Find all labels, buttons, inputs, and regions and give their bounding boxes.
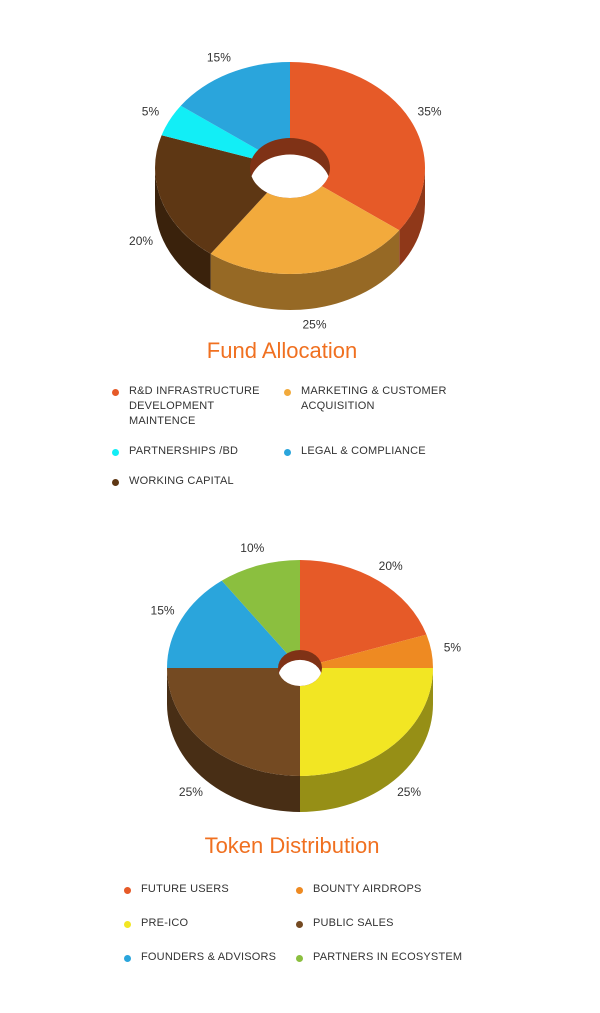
- legend-dot: [112, 389, 119, 396]
- legend-dot: [124, 955, 131, 962]
- legend-label: PUBLIC SALES: [313, 917, 394, 929]
- legend-dot: [124, 887, 131, 894]
- value-label: 15%: [207, 51, 231, 65]
- legend-item: MARKETING & CUSTOMER ACQUISITION: [284, 385, 474, 429]
- legend-dot: [284, 449, 291, 456]
- chart-title: Fund Allocation: [207, 338, 357, 363]
- slice-side: [300, 668, 433, 812]
- legend-label: BOUNTY AIRDROPS: [313, 883, 422, 895]
- hole: [278, 659, 322, 686]
- value-label: 5%: [444, 641, 462, 655]
- legend-item: LEGAL & COMPLIANCE: [284, 445, 474, 459]
- legend-label: LEGAL & COMPLIANCE: [301, 445, 426, 457]
- legend-item: BOUNTY AIRDROPS: [296, 883, 486, 897]
- legend: FUTURE USERS BOUNTY AIRDROPS PRE-ICO PUBLIC…: [124, 883, 486, 965]
- slice: [290, 62, 425, 231]
- legend-item: WORKING CAPITAL: [112, 475, 284, 489]
- chart-title: Token Distribution: [205, 833, 380, 858]
- legend-dot: [124, 921, 131, 928]
- legend-label: PARTNERS IN ECOSYSTEM: [313, 951, 463, 963]
- slice: [180, 61, 290, 168]
- legend-label: R&D INFRASTRUCTURE DEVELOPMENT MAINTENCE: [129, 385, 260, 427]
- legend: R&D INFRASTRUCTURE DEVELOPMENT MAINTENCE…: [112, 385, 474, 489]
- legend-dot: [296, 921, 303, 928]
- value-label: 20%: [129, 234, 153, 248]
- value-label: 25%: [179, 785, 203, 799]
- legend-dot: [284, 389, 291, 396]
- legend-item: FOUNDERS & ADVISORS: [124, 951, 296, 965]
- value-label: 20%: [379, 559, 403, 573]
- legend-dot: [296, 887, 303, 894]
- legend-label: PRE-ICO: [141, 917, 189, 929]
- legend-item: FUTURE USERS: [124, 883, 296, 897]
- legend-dot: [112, 449, 119, 456]
- value-label: 25%: [397, 785, 421, 799]
- value-label: 10%: [240, 541, 264, 555]
- slice: [167, 580, 300, 668]
- slice: [167, 668, 300, 776]
- slice: [300, 560, 427, 668]
- value-label: 35%: [418, 104, 442, 118]
- slice-side: [210, 230, 400, 310]
- slice: [221, 560, 300, 668]
- legend-label: FUTURE USERS: [141, 883, 229, 895]
- legend-item: R&D INFRASTRUCTURE DEVELOPMENT MAINTENCE: [112, 385, 284, 429]
- value-label: 5%: [142, 104, 160, 118]
- legend-label: PARTNERSHIPS /BD: [129, 445, 239, 457]
- legend-dot: [296, 955, 303, 962]
- legend-label: MARKETING & CUSTOMER ACQUISITION: [301, 385, 447, 412]
- legend-label: FOUNDERS & ADVISORS: [141, 951, 277, 963]
- slice-side: [167, 668, 300, 812]
- legend-item: PARTNERSHIPS /BD: [112, 445, 284, 459]
- slice-side: [155, 168, 211, 290]
- slice-side: [399, 168, 425, 267]
- hole: [250, 154, 330, 198]
- legend-item: PUBLIC SALES: [296, 917, 486, 931]
- legend-item: PARTNERS IN ECOSYSTEM: [296, 951, 486, 965]
- legend-label: WORKING CAPITAL: [129, 475, 234, 487]
- value-label: 25%: [302, 318, 326, 332]
- slice: [300, 634, 433, 668]
- slice: [300, 668, 433, 776]
- slice: [210, 168, 400, 274]
- legend-dot: [112, 479, 119, 486]
- value-label: 15%: [151, 603, 175, 617]
- legend-item: PRE-ICO: [124, 917, 296, 931]
